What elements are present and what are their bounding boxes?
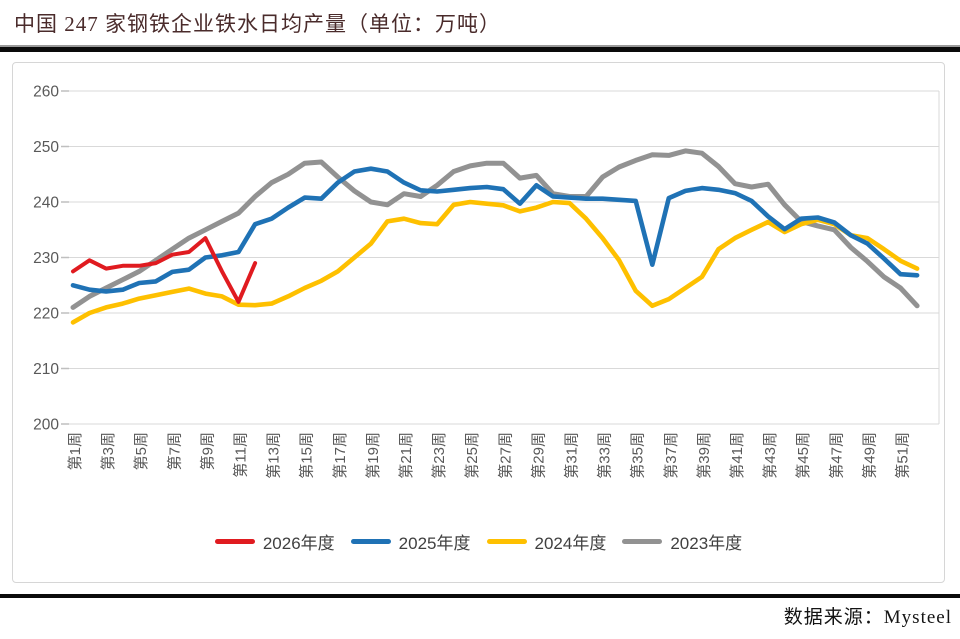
x-tick-label-week-43: 第43周 — [761, 432, 779, 479]
x-tick-label-week-49: 第49周 — [860, 432, 878, 479]
x-tick-label-week-13: 第13周 — [265, 432, 283, 479]
legend-label-2025: 2025年度 — [398, 534, 471, 553]
x-tick-label-week-51: 第51周 — [894, 432, 912, 479]
x-tick-label-week-19: 第19周 — [364, 432, 382, 479]
chart-container: 260 250 240 230 220 210 200 第1周 第3周 第5周 第7周 第9周 第11周… — [12, 62, 945, 583]
x-tick-label-week-37: 第37周 — [662, 432, 680, 479]
legend-line-2024 — [486, 539, 527, 544]
x-tick-label-week-9: 第9周 — [198, 432, 216, 470]
x-tick-label-week-7: 第7周 — [165, 432, 183, 470]
legend-line-2023 — [622, 539, 663, 544]
x-tick-label-week-21: 第21周 — [397, 432, 415, 479]
y-tick-label-240: 240 — [33, 195, 59, 212]
series-line-2024 — [70, 199, 920, 325]
x-tick-label-week-41: 第41周 — [728, 432, 746, 479]
y-tick-label-210: 210 — [33, 361, 59, 378]
x-tick-label-week-39: 第39周 — [695, 432, 713, 479]
x-tick-label-week-31: 第31周 — [563, 432, 581, 479]
x-tick-label-week-17: 第17周 — [331, 432, 349, 479]
y-tick-label-260: 260 — [33, 84, 59, 101]
legend-label-2024: 2024年度 — [534, 534, 607, 553]
data-source-note: 数据来源：Mysteel — [783, 607, 952, 628]
x-tick-label-week-5: 第5周 — [132, 432, 150, 470]
chart-legend: 2026年度 2025年度 2024年度 2023年度 — [13, 529, 944, 554]
y-tick-label-200: 200 — [33, 417, 59, 434]
legend-item-2023: 2023年度 — [622, 529, 742, 554]
x-tick-label-week-27: 第27周 — [496, 432, 514, 479]
y-tick-label-220: 220 — [33, 306, 59, 323]
x-tick-label-week-11: 第11周 — [232, 432, 250, 478]
x-tick-label-week-1: 第1周 — [66, 432, 84, 470]
legend-item-2025: 2025年度 — [350, 529, 471, 554]
bottom-divider — [0, 594, 960, 598]
top-divider — [0, 45, 960, 52]
x-tick-label-week-47: 第47周 — [827, 432, 845, 479]
legend-label-2026: 2026年度 — [262, 534, 335, 553]
y-tick-label-250: 250 — [33, 139, 59, 156]
legend-item-2026: 2026年度 — [214, 529, 335, 554]
legend-line-2026 — [214, 539, 255, 544]
x-tick-label-week-29: 第29周 — [529, 432, 547, 479]
production-line-chart: 260 250 240 230 220 210 200 第1周 第3周 第5周 第7周 第9周 第11周… — [33, 84, 940, 479]
x-tick-label-week-33: 第33周 — [596, 432, 614, 479]
x-tick-label-week-3: 第3周 — [99, 432, 117, 470]
legend-line-2025 — [350, 539, 391, 544]
page-title: 中国 247 家钢铁企业铁水日均产量（单位：万吨） — [14, 12, 501, 36]
series-line-2023 — [70, 148, 920, 310]
y-tick-label-230: 230 — [33, 250, 59, 267]
x-tick-label-week-23: 第23周 — [430, 432, 448, 479]
legend-item-2024: 2024年度 — [486, 529, 607, 554]
legend-label-2023: 2023年度 — [670, 534, 743, 553]
x-tick-label-week-45: 第45周 — [794, 432, 812, 479]
x-tick-label-week-25: 第25周 — [463, 432, 481, 479]
x-tick-label-week-35: 第35周 — [629, 432, 647, 479]
x-tick-label-week-15: 第15周 — [298, 432, 316, 479]
series-line-2026 — [71, 236, 258, 304]
